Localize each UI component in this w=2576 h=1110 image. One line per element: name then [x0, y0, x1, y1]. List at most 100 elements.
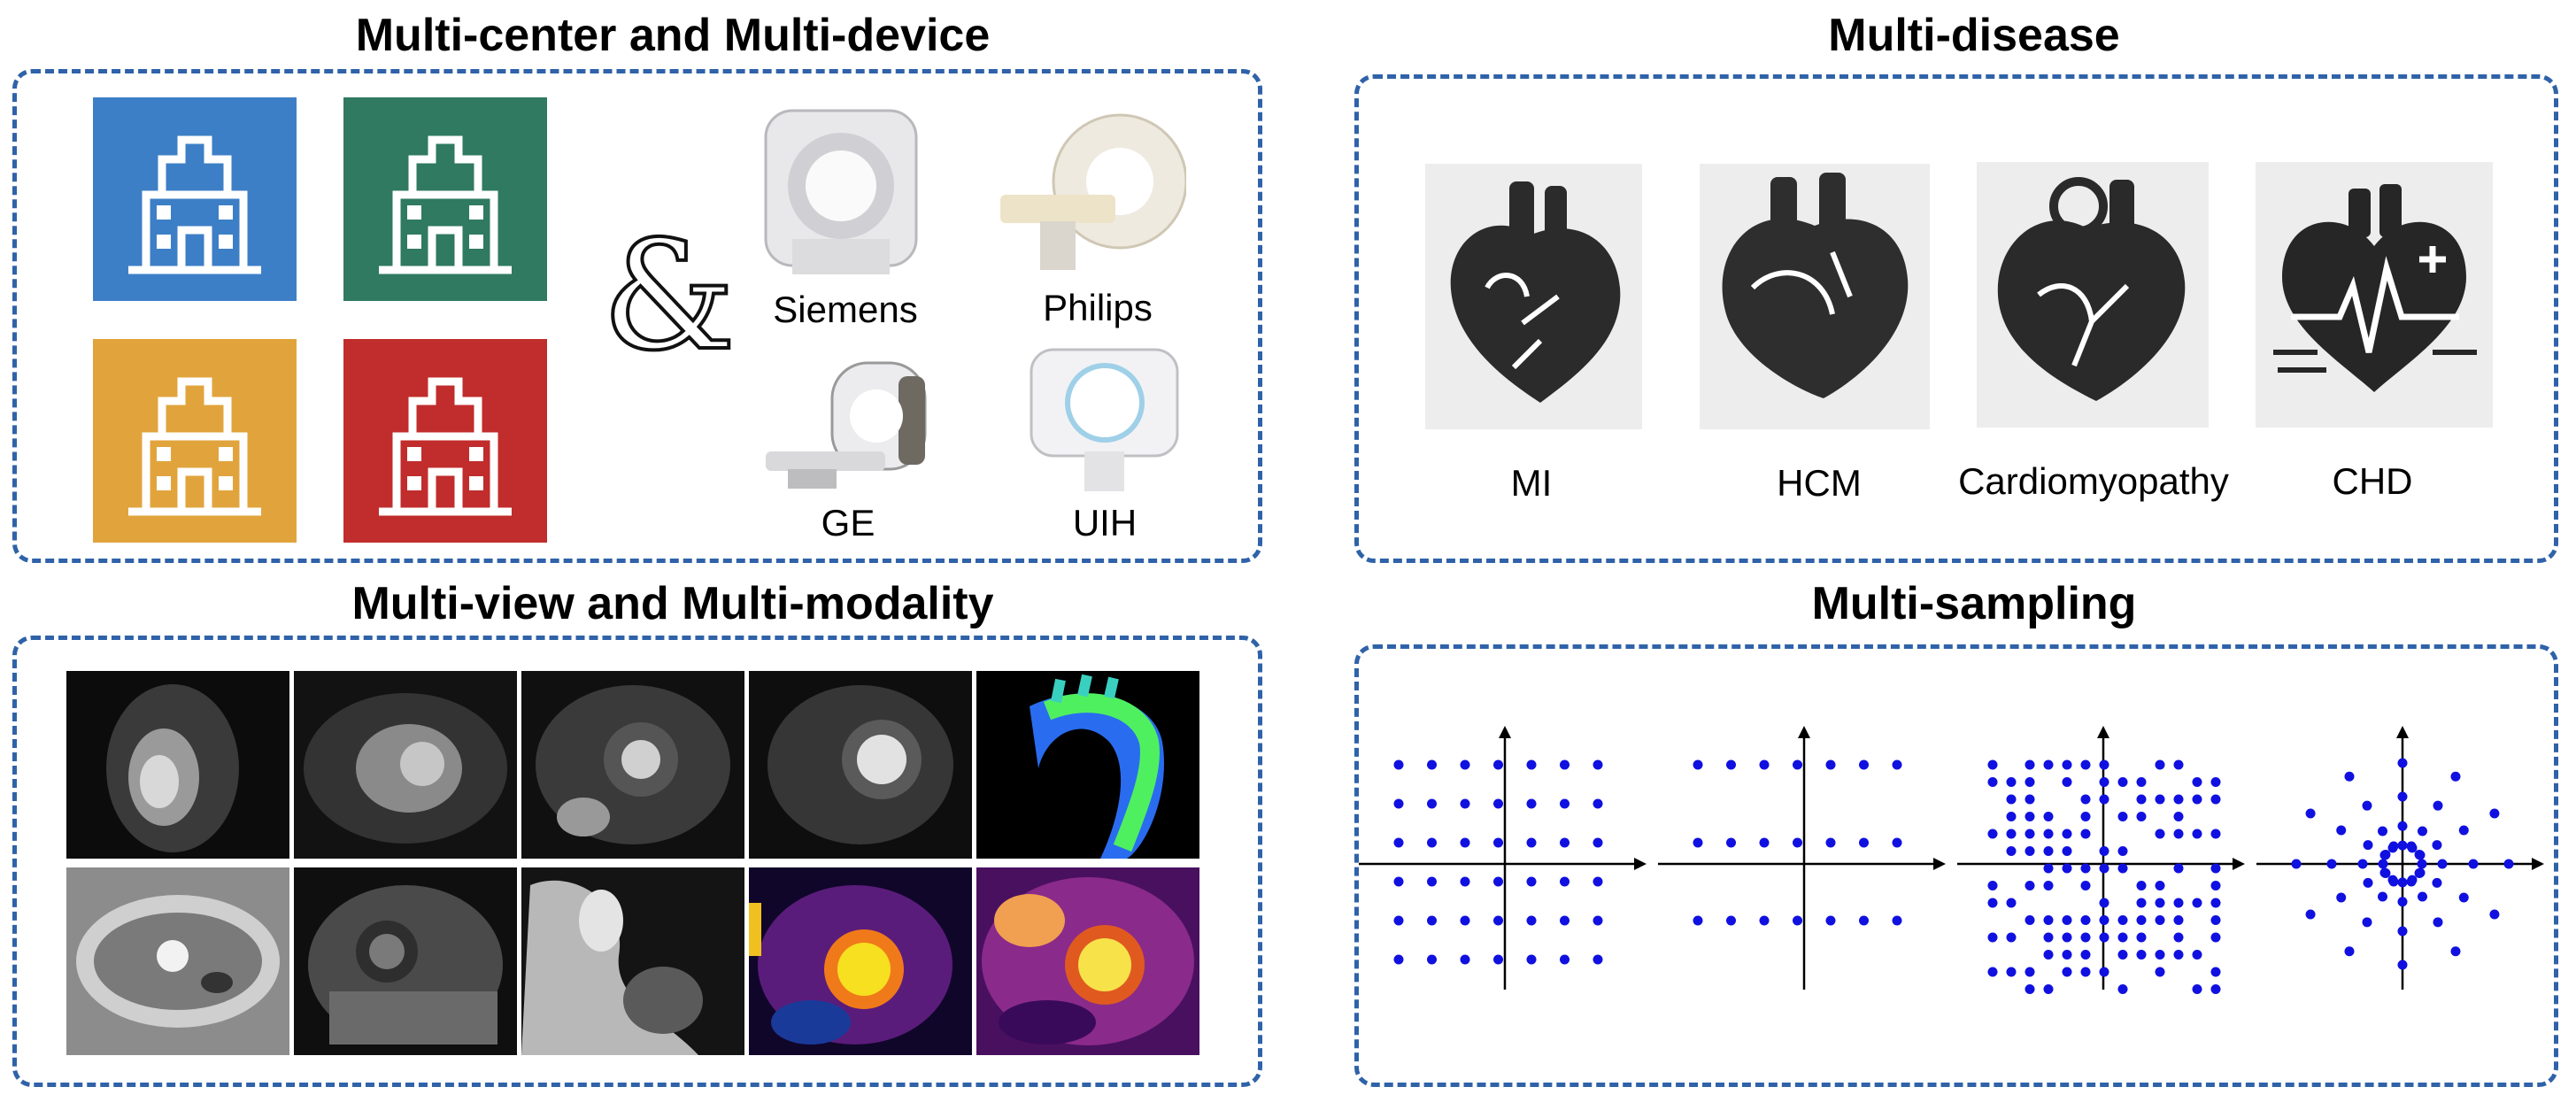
- disease-label-cardiomyopathy: Cardiomyopathy: [1958, 460, 2229, 502]
- sample-point: [2192, 829, 2202, 839]
- sample-point: [2210, 829, 2221, 839]
- sample-point: [2415, 850, 2426, 860]
- sample-point: [2210, 932, 2221, 943]
- sampling-pattern-line-skip: [1654, 724, 1955, 1007]
- mri-image: [66, 671, 289, 859]
- mri-image: [976, 867, 1199, 1055]
- sample-point: [1987, 967, 1998, 977]
- sample-point: [1526, 837, 1537, 848]
- sample-point: [1460, 876, 1470, 887]
- sample-point: [2397, 758, 2408, 768]
- sample-point: [2397, 877, 2408, 888]
- sample-point: [2062, 846, 2072, 856]
- mri-scanner-icon: [1027, 345, 1182, 496]
- sample-point: [1460, 837, 1470, 848]
- sample-point: [2025, 881, 2035, 890]
- axes: [1359, 726, 1647, 990]
- sample-point: [1892, 759, 1902, 770]
- sample-point: [2173, 759, 2184, 770]
- hospital-icon: [343, 339, 547, 543]
- hospital-icon: [93, 97, 297, 301]
- sample-point: [2155, 967, 2165, 977]
- sample-point: [2043, 759, 2054, 770]
- sample-point: [1526, 876, 1537, 887]
- sample-point: [2025, 846, 2035, 856]
- sample-point: [2117, 863, 2128, 874]
- mri-image: [66, 867, 289, 1055]
- sample-point: [2099, 794, 2109, 805]
- sample-point: [2192, 950, 2202, 960]
- sample-point: [1693, 915, 1703, 926]
- sample-point: [1393, 759, 1404, 770]
- sample-point: [2378, 859, 2388, 869]
- mri-scanner-icon: [996, 111, 1186, 279]
- sample-point: [2062, 829, 2072, 839]
- sample-point: [2362, 800, 2372, 811]
- sampling-pattern-radial: [2252, 724, 2553, 1007]
- sample-point: [2357, 859, 2368, 869]
- sample-point: [2136, 777, 2147, 787]
- sample-point: [2173, 863, 2184, 874]
- sample-point: [2155, 794, 2165, 805]
- sample-point: [2043, 984, 2054, 994]
- sample-point: [2291, 859, 2302, 869]
- sample-point: [2458, 825, 2469, 836]
- sample-point: [1427, 954, 1437, 965]
- sample-point: [1427, 759, 1437, 770]
- sample-point: [2192, 777, 2202, 787]
- sample-point: [2397, 960, 2408, 970]
- panel-center-device: [12, 69, 1262, 563]
- sample-point: [2210, 984, 2221, 994]
- sample-point: [2336, 825, 2347, 836]
- sample-point: [2006, 829, 2017, 839]
- sampling-pattern-uniform: [1354, 724, 1655, 1007]
- sample-point: [2099, 967, 2109, 977]
- mri-image: [521, 867, 744, 1055]
- sample-point: [1460, 954, 1470, 965]
- sample-point: [1593, 876, 1603, 887]
- sample-point: [2192, 984, 2202, 994]
- sample-point: [1427, 915, 1437, 926]
- sample-point: [2173, 898, 2184, 908]
- sample-point: [2136, 915, 2147, 925]
- sample-point: [2173, 794, 2184, 805]
- sample-point: [1493, 798, 1503, 809]
- sample-point: [1526, 954, 1537, 965]
- sample-point: [1987, 759, 1998, 770]
- sample-point: [1859, 759, 1869, 770]
- sample-point: [1560, 798, 1570, 809]
- sample-point: [2080, 932, 2091, 943]
- axes: [1957, 726, 2245, 990]
- mri-image: [294, 671, 517, 859]
- sample-point: [2117, 915, 2128, 925]
- sample-point: [2062, 932, 2072, 943]
- disease-label-chd: CHD: [2332, 460, 2413, 502]
- sample-point: [2433, 800, 2443, 811]
- sample-point: [2099, 898, 2109, 908]
- sample-point: [2363, 840, 2373, 851]
- sample-point: [2192, 898, 2202, 908]
- sample-point: [2210, 863, 2221, 874]
- sample-point: [2117, 984, 2128, 994]
- device-label-ge: GE: [821, 502, 875, 543]
- sample-point: [2397, 821, 2408, 831]
- sample-point: [1726, 759, 1736, 770]
- device-label-philips: Philips: [1043, 287, 1153, 328]
- sample-point: [2006, 794, 2017, 805]
- sample-point: [1460, 759, 1470, 770]
- device-label-siemens: Siemens: [773, 289, 918, 330]
- sample-point: [2025, 777, 2035, 787]
- sample-point: [1427, 837, 1437, 848]
- sample-point: [2210, 881, 2221, 890]
- sample-point: [2388, 876, 2399, 887]
- sample-point: [1793, 759, 1802, 770]
- sample-point: [1493, 837, 1503, 848]
- sample-point: [2210, 915, 2221, 925]
- sample-point: [2043, 881, 2054, 890]
- sampling-pattern-random: [1953, 724, 2254, 1007]
- sample-point: [1493, 915, 1503, 926]
- sample-point: [1526, 798, 1537, 809]
- sample-point: [2062, 950, 2072, 960]
- sample-point: [1987, 932, 1998, 943]
- sample-point: [2043, 846, 2054, 856]
